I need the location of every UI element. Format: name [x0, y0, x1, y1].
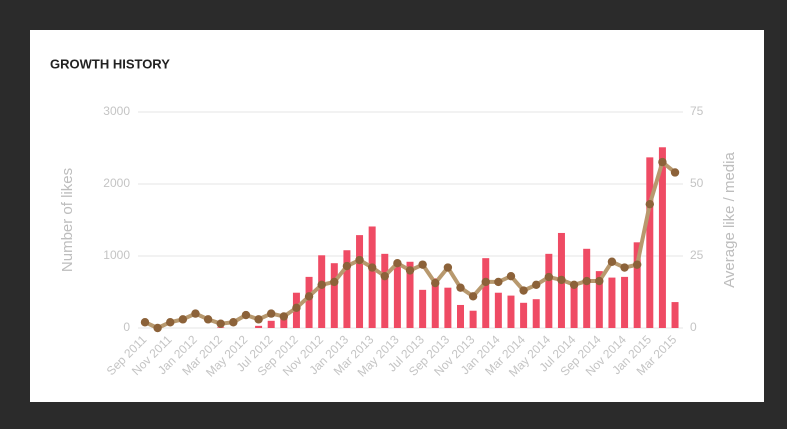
line-marker [670, 168, 680, 177]
bar [520, 302, 528, 328]
bar [671, 302, 679, 328]
line-marker [267, 309, 276, 318]
bar [381, 253, 389, 328]
bar [595, 271, 603, 328]
line-marker [241, 310, 251, 320]
bar [545, 253, 553, 328]
line-marker [405, 266, 415, 275]
line-marker [418, 260, 427, 269]
bar [419, 289, 427, 328]
line-marker [620, 263, 629, 272]
line-marker [178, 315, 188, 324]
chart: GROWTH HISTORY Number of likes Average l… [50, 56, 738, 379]
chart-title: GROWTH HISTORY [50, 56, 170, 71]
bar [532, 299, 540, 328]
bar [444, 287, 452, 328]
bar [469, 310, 477, 328]
bar [305, 276, 313, 328]
line-marker [203, 315, 213, 324]
bar [608, 277, 616, 328]
bar [621, 276, 629, 328]
bar [356, 235, 364, 328]
bar [267, 320, 275, 328]
bar [343, 250, 351, 328]
bar [494, 292, 502, 328]
y-axis-title: Number of likes [59, 168, 76, 272]
y2-axis-title: Average like / media [721, 152, 738, 288]
line-marker [532, 280, 541, 289]
y2-tick-label: 25 [690, 248, 704, 262]
bar [393, 261, 401, 328]
bar [318, 255, 326, 328]
bar [633, 242, 641, 328]
line-marker [544, 272, 554, 282]
line-marker [153, 323, 162, 333]
line-marker [569, 280, 579, 289]
line-marker [557, 275, 566, 285]
line-marker [254, 315, 263, 324]
bar [280, 315, 288, 328]
line-marker [506, 271, 516, 281]
line-marker [443, 263, 453, 272]
y-tick-label: 2000 [103, 176, 130, 190]
bar [368, 226, 376, 328]
y-tick-label: 1000 [103, 248, 130, 262]
line-marker [632, 260, 642, 269]
line-marker [279, 312, 289, 321]
line-marker [494, 277, 503, 287]
line-marker [342, 261, 352, 271]
y2-tick-label: 75 [690, 104, 704, 118]
line-marker [645, 199, 654, 209]
line-marker [468, 292, 478, 301]
line-marker [393, 259, 402, 268]
y-tick-label: 3000 [103, 104, 130, 118]
y2-tick-label: 50 [690, 176, 704, 190]
bar [570, 284, 578, 328]
line-marker [216, 319, 225, 328]
line-marker [367, 263, 377, 272]
bar [646, 157, 654, 328]
bar [658, 147, 666, 328]
line-marker [519, 286, 528, 295]
line-marker [658, 157, 667, 167]
y-tick-label: 0 [123, 320, 130, 334]
bar [431, 278, 439, 328]
line-marker [304, 292, 314, 301]
line-marker [380, 271, 389, 281]
y2-tick-label: 0 [690, 320, 697, 334]
line-marker [330, 277, 339, 287]
line-marker [355, 255, 364, 265]
line-marker [582, 276, 591, 286]
line-marker [140, 318, 150, 327]
bar [507, 295, 515, 328]
line-marker [229, 318, 238, 327]
card: GROWTH HISTORY Number of likes Average l… [30, 30, 764, 402]
line-marker [607, 257, 617, 266]
bar [406, 261, 414, 328]
bar [330, 263, 338, 328]
line-marker [191, 309, 200, 318]
line-marker [595, 276, 604, 286]
line-marker [166, 318, 175, 327]
line-marker [431, 278, 440, 288]
bar [255, 325, 263, 328]
bar [583, 248, 591, 328]
line-marker [456, 283, 465, 292]
bar [482, 258, 490, 328]
line-marker [317, 280, 326, 289]
line-marker [481, 277, 490, 287]
line-marker [292, 303, 301, 313]
bar [457, 304, 464, 328]
